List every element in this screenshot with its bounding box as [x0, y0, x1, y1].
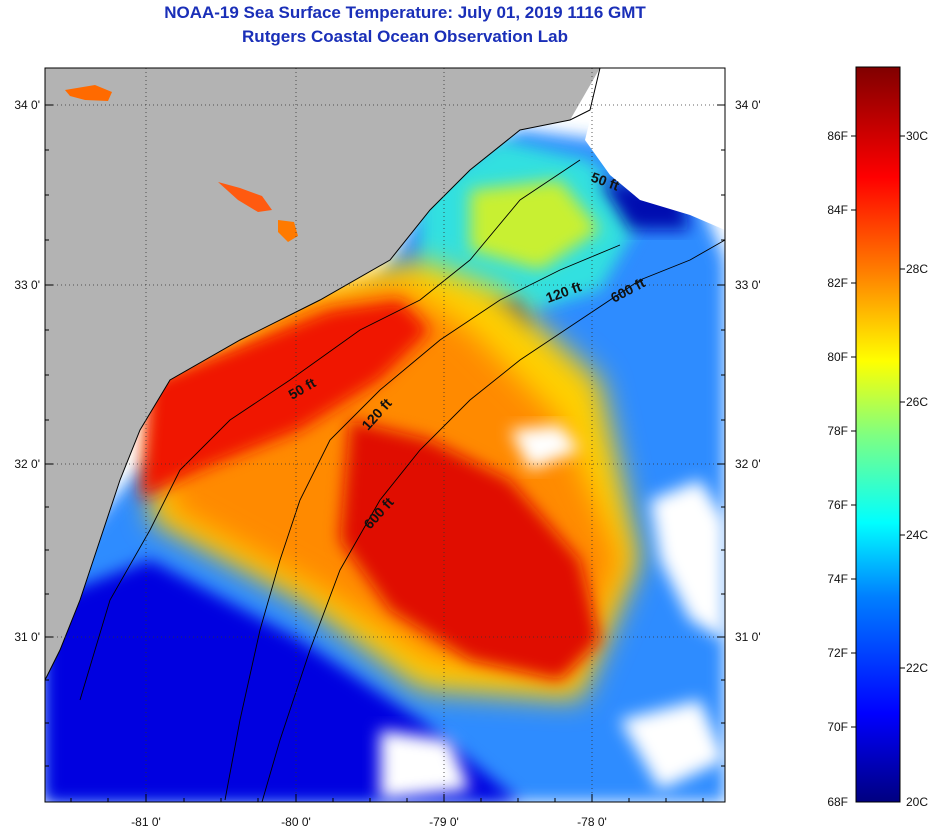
map-title: NOAA-19 Sea Surface Temperature: July 01… [164, 3, 646, 22]
colorbar-label-76f: 76F [827, 498, 848, 512]
lat-label-34-right: 34 0' [735, 98, 761, 112]
sst-imagery [45, 68, 725, 802]
colorbar-label-70f: 70F [827, 720, 848, 734]
map-subtitle: Rutgers Coastal Ocean Observation Lab [242, 27, 568, 46]
colorbar [855, 66, 901, 803]
lon-label-78: -78 0' [577, 815, 607, 829]
colorbar-label-68f: 68F [827, 795, 848, 809]
lat-label-31-right: 31 0' [735, 630, 761, 644]
lat-label-31: 31 0' [14, 630, 40, 644]
colorbar-label-86f: 86F [827, 129, 848, 143]
colorbar-label-26c: 26C [906, 395, 928, 409]
lat-label-34: 34 0' [14, 98, 40, 112]
frame-ticks [45, 104, 725, 802]
lat-label-33-right: 33 0' [735, 278, 761, 292]
colorbar-label-82f: 82F [827, 276, 848, 290]
lon-label-79: -79 0' [429, 815, 459, 829]
colorbar-label-78f: 78F [827, 424, 848, 438]
colorbar-label-20c: 20C [906, 795, 928, 809]
colorbar-label-72f: 72F [827, 646, 848, 660]
colorbar-label-80f: 80F [827, 350, 848, 364]
colorbar-label-28c: 28C [906, 262, 928, 276]
colorbar-label-24c: 24C [906, 528, 928, 542]
lat-label-33: 33 0' [14, 278, 40, 292]
lat-label-32-right: 32 0' [735, 457, 761, 471]
colorbar-label-84f: 84F [827, 203, 848, 217]
lat-label-32: 32 0' [14, 457, 40, 471]
lon-label-80: -80 0' [281, 815, 311, 829]
colorbar-ticks [851, 135, 905, 728]
graticule [45, 68, 725, 802]
colorbar-label-74f: 74F [827, 572, 848, 586]
colorbar-label-30c: 30C [906, 129, 928, 143]
lon-label-81: -81 0' [131, 815, 161, 829]
colorbar-label-22c: 22C [906, 661, 928, 675]
